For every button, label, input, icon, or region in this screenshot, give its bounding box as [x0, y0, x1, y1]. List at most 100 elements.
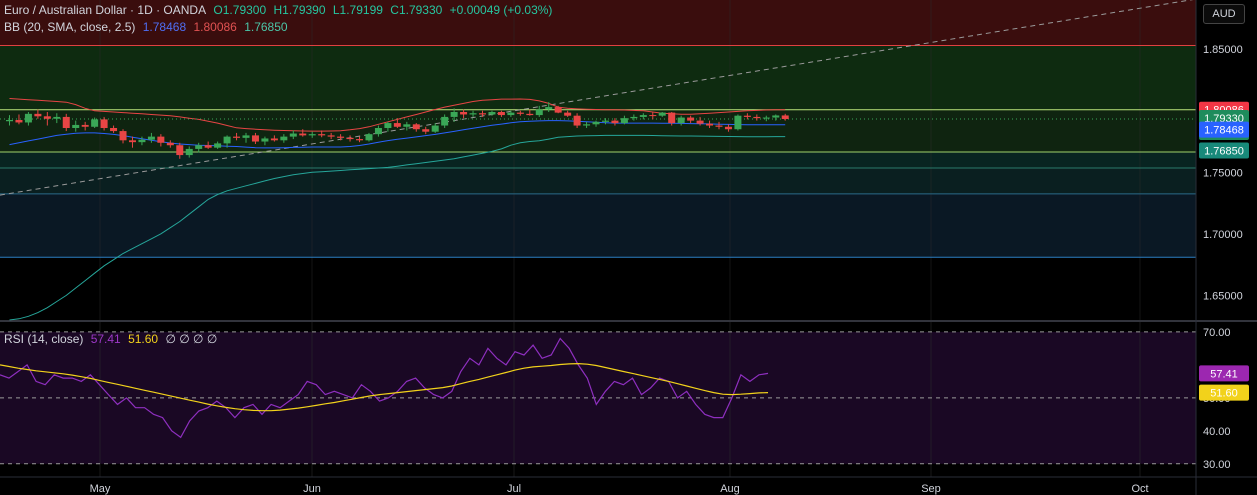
candle: [185, 148, 193, 156]
candle: [772, 115, 780, 118]
low-value: L1.79199: [332, 3, 383, 17]
symbol-header: Euro / Australian Dollar · 1D · OANDA O1…: [4, 3, 556, 17]
zone-band: [0, 0, 1196, 46]
lower-price-label: 1.76850: [1204, 146, 1244, 158]
candle: [356, 139, 364, 141]
rsi-price-label: 57.41: [1210, 368, 1238, 380]
month-label: Jul: [507, 483, 521, 495]
zone-band: [0, 168, 1196, 194]
candle: [204, 145, 212, 148]
zone-band: [0, 193, 1196, 258]
candle: [516, 112, 524, 114]
trend-line: [0, 0, 1194, 196]
high-value: H1.79390: [273, 3, 326, 17]
candle: [72, 124, 80, 128]
candle: [441, 116, 449, 126]
candle: [138, 139, 146, 143]
candle: [119, 131, 127, 141]
candle: [639, 115, 647, 117]
candle: [327, 135, 335, 137]
candle: [289, 133, 297, 137]
candle: [762, 117, 770, 119]
candle: [53, 116, 61, 119]
rsi-tick-label: 70.00: [1203, 327, 1231, 339]
month-label: Jun: [303, 483, 321, 495]
candle: [147, 136, 155, 140]
month-label: May: [90, 483, 111, 495]
candle: [696, 120, 704, 124]
candle: [488, 112, 496, 115]
candle: [214, 143, 222, 148]
rsi-label: RSI (14, close): [4, 332, 84, 346]
bb-lower-value: 1.76850: [244, 20, 288, 34]
candle: [611, 120, 619, 124]
zone-band: [0, 152, 1196, 168]
candle: [601, 120, 609, 122]
candle: [620, 118, 628, 124]
candle: [460, 112, 468, 115]
candle: [337, 136, 345, 138]
candle: [630, 116, 638, 119]
candle: [110, 128, 118, 132]
rsi-price-badge: [1199, 365, 1249, 382]
candle: [43, 116, 51, 119]
candle: [469, 113, 477, 115]
bb-indicator-header[interactable]: BB (20, SMA, close, 2.5) 1.78468 1.80086…: [4, 20, 292, 34]
candle: [81, 124, 89, 127]
price-tick-label: 1.85000: [1203, 44, 1243, 56]
zone-bands: [0, 0, 1196, 258]
currency-button[interactable]: AUD: [1203, 4, 1245, 24]
candle: [62, 116, 70, 128]
candle: [687, 117, 695, 121]
candle: [564, 112, 572, 116]
candle: [24, 113, 32, 123]
price-tick-label: 1.75000: [1203, 167, 1243, 179]
basis-price-label: 1.78468: [1204, 125, 1244, 137]
price-tick-label: 1.65000: [1203, 290, 1243, 302]
candle: [507, 112, 515, 116]
candle: [233, 136, 241, 138]
candle: [583, 124, 591, 126]
price-tick-label: 1.70000: [1203, 229, 1243, 241]
candle: [743, 115, 751, 117]
rsi-value: 57.41: [90, 332, 121, 346]
candle: [91, 119, 99, 127]
month-label: Aug: [720, 483, 740, 495]
rsi-line: [0, 337, 769, 439]
candle: [251, 135, 259, 142]
candle: [431, 125, 439, 132]
candle: [346, 137, 354, 140]
candle: [554, 107, 562, 113]
candle: [753, 116, 761, 119]
candle: [195, 145, 203, 149]
candle: [384, 123, 392, 128]
candle: [724, 126, 732, 130]
rsi-tick-label: 30.00: [1203, 459, 1231, 471]
rsi-ma-value: 51.60: [128, 332, 159, 346]
candle: [706, 123, 714, 126]
candle: [261, 138, 269, 142]
candle: [677, 117, 685, 124]
candle: [15, 120, 23, 123]
candle: [403, 124, 411, 127]
change-value: +0.00049 (+0.03%): [449, 3, 553, 17]
candles: [6, 102, 789, 159]
basis-price-badge: [1199, 121, 1249, 138]
symbol-label[interactable]: Euro / Australian Dollar · 1D · OANDA: [4, 3, 207, 17]
lower-price-badge: [1199, 142, 1249, 159]
rsi-empty-values: ∅ ∅ ∅ ∅: [165, 332, 218, 346]
candle: [128, 140, 136, 143]
candle: [573, 115, 581, 126]
candle: [535, 109, 543, 116]
rsi-ma-price-badge: [1199, 384, 1249, 401]
rsi-indicator-header[interactable]: RSI (14, close) 57.41 51.60 ∅ ∅ ∅ ∅: [4, 332, 221, 346]
close-value: C1.79330: [390, 3, 443, 17]
candle: [176, 145, 184, 156]
candle: [157, 136, 165, 143]
candle: [412, 124, 420, 130]
candle: [734, 115, 742, 130]
candle: [592, 121, 600, 125]
bb-basis-line: [9, 120, 786, 149]
candle: [668, 112, 676, 124]
